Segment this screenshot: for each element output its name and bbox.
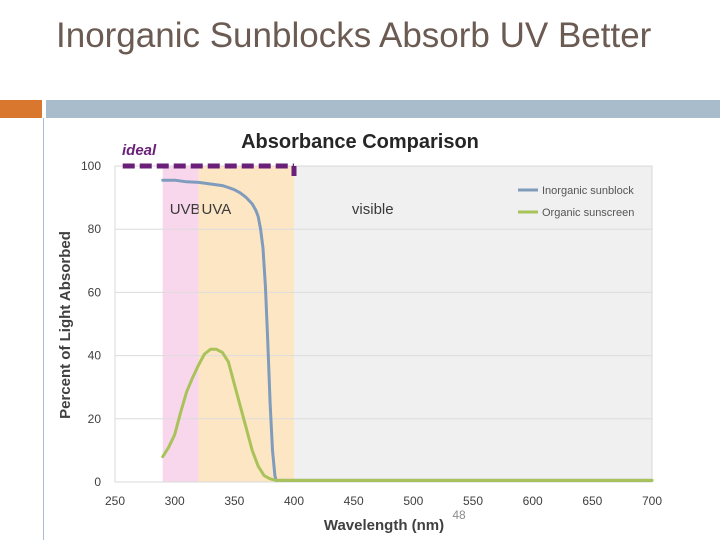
series-lines [161, 178, 654, 482]
band-visible [294, 166, 652, 482]
x-tick-500: 500 [403, 494, 423, 508]
band-uvb [162, 166, 199, 482]
y-tick-40: 40 [88, 349, 102, 363]
x-axis-label: Wavelength (nm) [324, 517, 444, 534]
x-tick-250: 250 [105, 494, 125, 508]
x-tick-550: 550 [463, 494, 483, 508]
slide-title: Inorganic Sunblocks Absorb UV Better [56, 16, 652, 55]
y-axis-label: Percent of Light Absorbed [57, 231, 74, 419]
y-tick-labels: 0 20 40 60 80 100 [81, 159, 101, 489]
band-label-uva: UVA [202, 201, 232, 218]
y-tick-60: 60 [88, 285, 102, 299]
left-rule [43, 118, 44, 540]
ideal-label: ideal [122, 142, 157, 159]
x-tick-600: 600 [523, 494, 543, 508]
x-tick-350: 350 [224, 494, 244, 508]
y-tick-20: 20 [88, 412, 102, 426]
page-number: 48 [452, 508, 466, 522]
spectrum-bands: UVB UVA visible [162, 166, 652, 482]
y-tick-0: 0 [94, 475, 101, 489]
legend-label-inorganic-sunblock: Inorganic sunblock [542, 185, 634, 197]
x-tick-700: 700 [642, 494, 662, 508]
x-tick-400: 400 [284, 494, 304, 508]
x-tick-650: 650 [582, 494, 602, 508]
legend-label-organic-sunscreen: Organic sunscreen [542, 207, 634, 219]
title-divider-bar [46, 100, 720, 118]
x-tick-labels: 250 300 350 400 450 500 550 600 650 700 [105, 494, 662, 508]
series-line-organic-sunscreen [161, 347, 654, 482]
title-accent-bar [0, 100, 42, 118]
chart-title: Absorbance Comparison [241, 131, 479, 153]
x-tick-300: 300 [165, 494, 185, 508]
band-label-visible: visible [352, 201, 394, 218]
y-tick-80: 80 [88, 222, 102, 236]
legend: Inorganic sunblock Organic sunscreen [518, 185, 634, 219]
ideal-marker: ideal [122, 142, 297, 176]
band-label-uvb: UVB [170, 201, 201, 218]
plot-frame [114, 165, 653, 483]
x-tick-450: 450 [344, 494, 364, 508]
y-tick-100: 100 [81, 159, 101, 173]
